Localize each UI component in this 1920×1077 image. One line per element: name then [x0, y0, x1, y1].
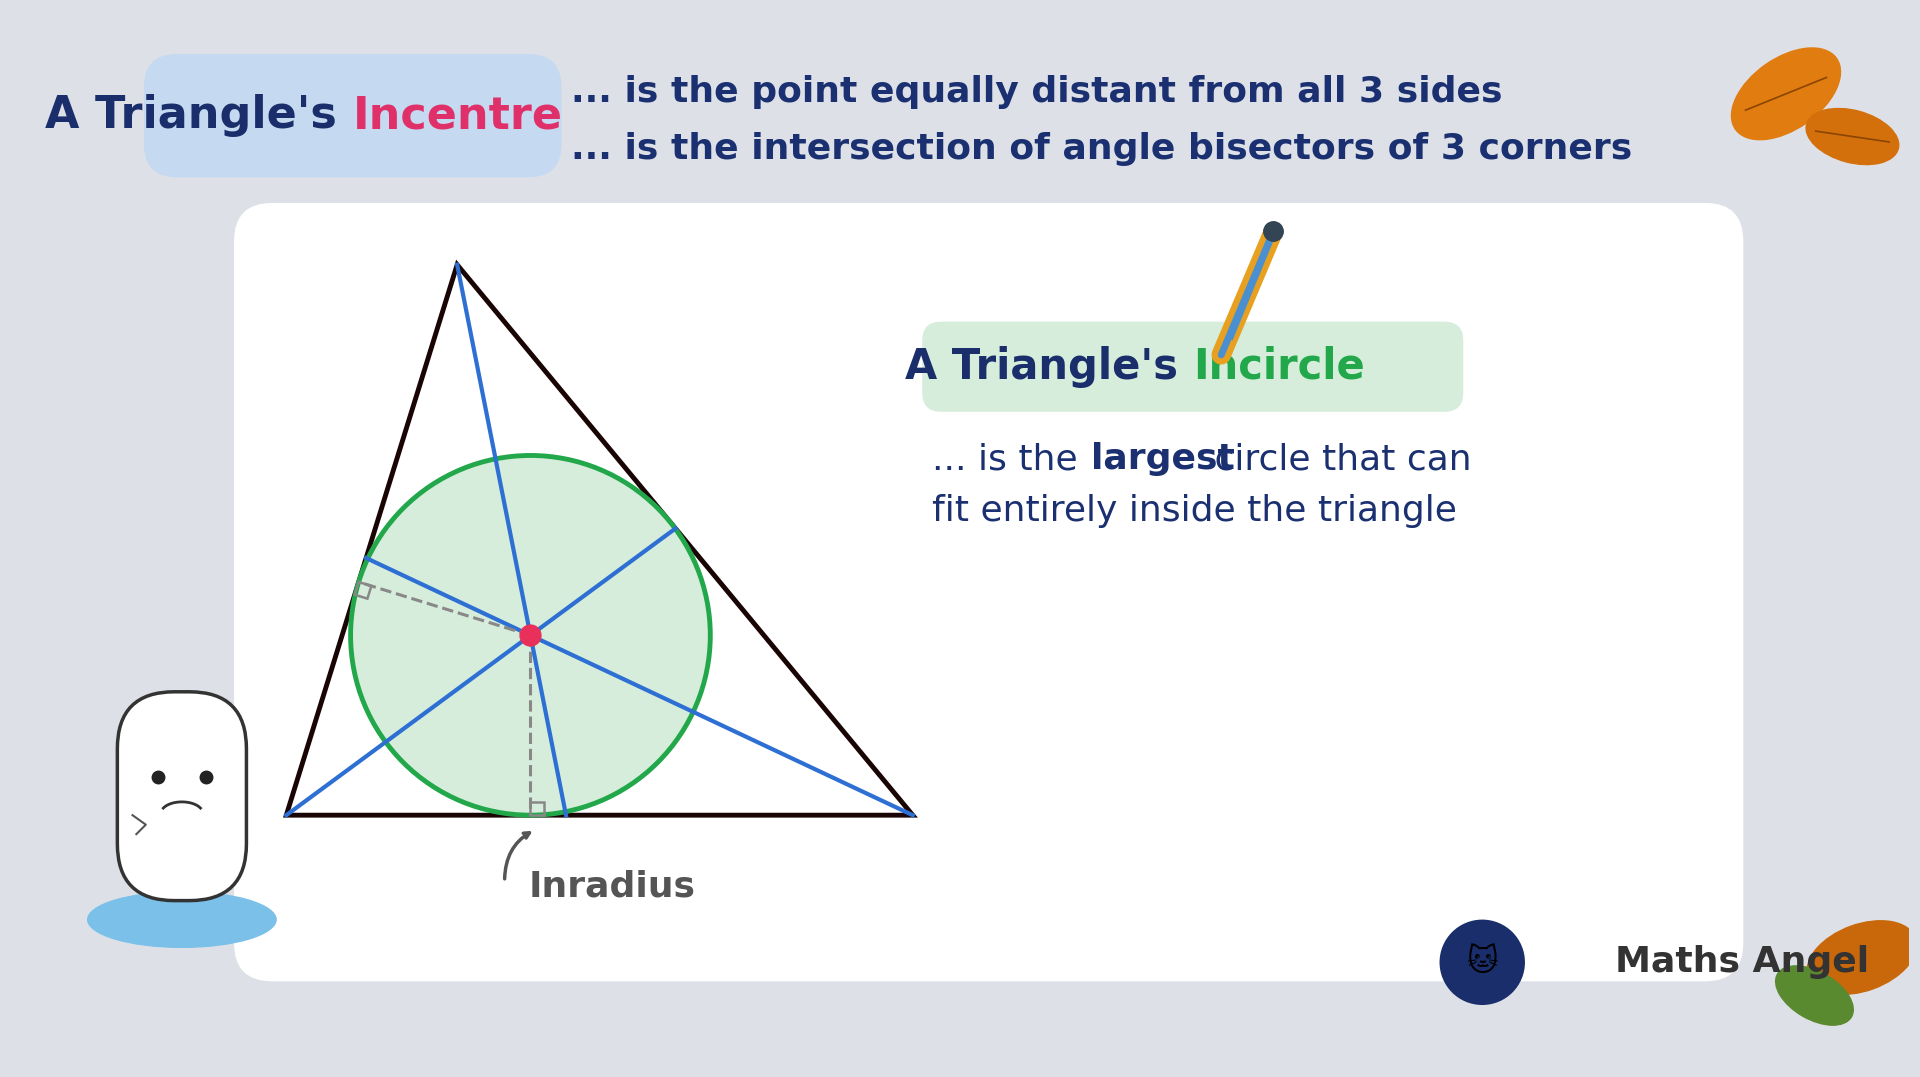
Ellipse shape: [86, 891, 276, 948]
Text: A Triangle's: A Triangle's: [904, 346, 1192, 388]
Circle shape: [351, 456, 710, 815]
FancyBboxPatch shape: [117, 691, 246, 900]
Text: largest: largest: [1091, 443, 1235, 476]
Ellipse shape: [1807, 109, 1899, 165]
Text: Maths Angel: Maths Angel: [1615, 946, 1870, 979]
FancyBboxPatch shape: [922, 322, 1463, 411]
Text: circle that can: circle that can: [1204, 443, 1473, 476]
Circle shape: [1440, 920, 1524, 1005]
FancyBboxPatch shape: [144, 54, 561, 178]
Text: ... is the: ... is the: [931, 443, 1089, 476]
Ellipse shape: [1807, 921, 1916, 994]
Text: Incentre: Incentre: [353, 94, 563, 137]
Text: Incircle: Incircle: [1192, 346, 1365, 388]
Ellipse shape: [1732, 48, 1841, 140]
Text: Inradius: Inradius: [528, 869, 695, 904]
FancyBboxPatch shape: [234, 202, 1743, 981]
Text: ... is the point equally distant from all 3 sides: ... is the point equally distant from al…: [570, 75, 1503, 109]
Text: ... is the intersection of angle bisectors of 3 corners: ... is the intersection of angle bisecto…: [570, 131, 1632, 166]
Ellipse shape: [1776, 966, 1853, 1025]
Text: A Triangle's: A Triangle's: [46, 94, 353, 137]
Text: 🐱: 🐱: [1467, 948, 1498, 977]
Text: fit entirely inside the triangle: fit entirely inside the triangle: [931, 494, 1457, 529]
